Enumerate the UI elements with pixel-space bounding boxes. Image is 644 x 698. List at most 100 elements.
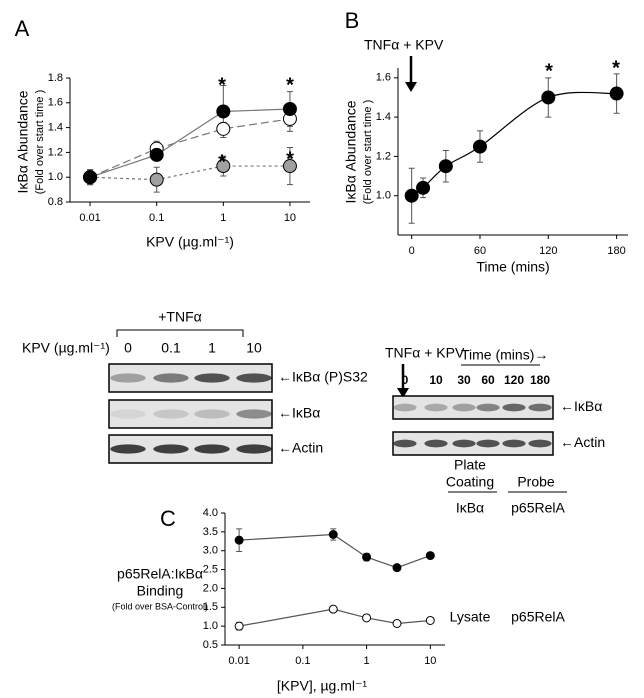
significance-star: *: [286, 74, 294, 96]
lane-label: 60: [481, 373, 495, 387]
lane-label: 0: [124, 340, 132, 356]
blot-band: [528, 439, 552, 448]
data-point: [149, 147, 164, 162]
x-tick-label: 0.01: [228, 655, 249, 667]
arrow-head: [405, 82, 417, 92]
row-label: ←Actin: [278, 440, 323, 456]
row-label: ←IκBα: [560, 398, 602, 414]
x-tick-label: 10: [424, 655, 436, 667]
y-axis-label: IκBα Abundance: [343, 100, 359, 203]
key-header: Coating: [446, 474, 494, 490]
y-tick-label: 0.8: [48, 196, 63, 208]
y-tick-label: 1.4: [48, 122, 63, 134]
x-tick-label: 1: [220, 212, 226, 224]
y-tick-label: 1.2: [48, 146, 63, 158]
blot-band: [452, 403, 476, 412]
blot-band: [110, 409, 146, 419]
y-tick-label: 0.5: [203, 639, 218, 651]
data-point: [438, 159, 453, 174]
blot-band: [153, 373, 189, 383]
y-axis-label: (Fold over start time ): [34, 90, 46, 195]
lane-title: Time (mins)→: [461, 347, 548, 363]
x-tick-label: 0: [409, 245, 415, 257]
y-tick-label: 1.4: [376, 111, 391, 123]
lane-label: 120: [504, 373, 524, 387]
data-point: [216, 121, 231, 136]
y-tick-label: 1.2: [376, 150, 391, 162]
y-tick-label: 2.0: [203, 582, 218, 594]
treatment-label: +TNFα: [158, 309, 201, 325]
lane-title: KPV (µg.ml⁻¹): [22, 340, 110, 356]
y-axis-label: IκBα Abundance: [15, 90, 31, 193]
data-point: [83, 170, 98, 185]
data-point: [328, 604, 338, 614]
y-tick-label: 3.0: [203, 545, 218, 557]
lane-label: 10: [429, 373, 443, 387]
significance-star: *: [612, 57, 620, 79]
series-line: [89, 118, 291, 178]
blot-strip: [108, 399, 273, 429]
significance-star: *: [286, 148, 294, 170]
x-tick-label: 120: [539, 245, 557, 257]
blot-band: [476, 403, 500, 412]
key-cell: Lysate: [450, 609, 491, 625]
panel-label: A: [15, 16, 30, 41]
blot-band: [194, 444, 230, 454]
data-point: [472, 139, 487, 154]
y-tick-label: 1.8: [48, 72, 63, 84]
key-cell: p65RelA: [511, 500, 565, 516]
series-line: [89, 108, 290, 178]
blot-band: [393, 439, 417, 448]
data-point: [362, 552, 372, 562]
x-tick-label: 10: [284, 212, 296, 224]
x-tick-label: 60: [474, 245, 486, 257]
y-axis-label: (Fold over start time ): [362, 100, 374, 205]
blot-band: [393, 403, 417, 412]
lane-label: 1: [208, 340, 216, 356]
data-point: [149, 172, 164, 187]
panel-label: C: [160, 506, 176, 531]
blot-band: [424, 439, 448, 448]
row-label: ←IκBα: [278, 405, 320, 421]
blot-band: [110, 444, 146, 454]
x-axis-label: KPV (µg.ml⁻¹): [146, 234, 234, 250]
data-point: [234, 535, 244, 545]
data-point: [425, 615, 435, 625]
blot-strip: [392, 395, 554, 420]
x-axis-label: Time (mins): [476, 259, 549, 275]
data-point: [416, 180, 431, 195]
arrow-head: [397, 388, 409, 398]
blot-band: [452, 439, 476, 448]
blot-band: [110, 373, 146, 383]
row-label: ←IκBα (P)S32: [278, 369, 368, 385]
y-tick-label: 1.0: [203, 620, 218, 632]
data-point: [392, 619, 402, 629]
lane-label: 30: [457, 373, 471, 387]
data-point: [216, 159, 231, 174]
blot-band: [528, 403, 552, 412]
y-tick-label: 1.5: [203, 601, 218, 613]
lane-label: 180: [530, 373, 550, 387]
y-tick-label: 2.5: [203, 563, 218, 575]
panel-label: B: [345, 8, 360, 33]
blot-band: [236, 409, 272, 419]
y-tick-label: 1.0: [48, 171, 63, 183]
x-tick-label: 0.01: [79, 212, 100, 224]
blot-band: [153, 409, 189, 419]
data-point: [216, 104, 231, 119]
data-point: [425, 551, 435, 561]
blot-band: [236, 444, 272, 454]
data-point: [282, 159, 297, 174]
lane-label: 0.1: [161, 340, 181, 356]
x-tick-label: 0.1: [149, 212, 164, 224]
blot-band: [153, 444, 189, 454]
blot-band: [476, 439, 500, 448]
data-point: [404, 188, 419, 203]
data-point: [234, 621, 244, 631]
blot-band: [502, 439, 526, 448]
x-tick-label: 180: [607, 245, 625, 257]
row-label: ←Actin: [560, 434, 605, 450]
key-cell: p65RelA: [511, 609, 565, 625]
x-axis-label: [KPV], µg.ml⁻¹: [277, 678, 367, 694]
